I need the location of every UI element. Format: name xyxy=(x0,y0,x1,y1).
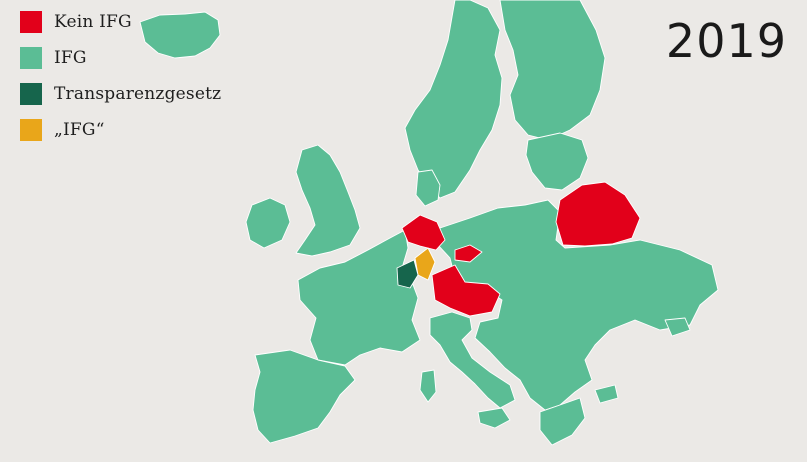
region-iberia xyxy=(252,349,356,444)
region-iceland xyxy=(139,11,221,59)
region-crimea xyxy=(664,317,691,337)
legend-label-kein-ifg: Kein IFG xyxy=(54,12,132,32)
legend-item-transparenzgesetz: Transparenzgesetz xyxy=(20,82,221,106)
region-belarus xyxy=(555,181,641,247)
region-bayern-oesterreich xyxy=(431,264,501,317)
region-scandinavia xyxy=(404,0,503,199)
legend-item-kein-ifg: Kein IFG xyxy=(20,10,221,34)
region-baltics xyxy=(525,132,589,191)
region-sicily xyxy=(477,407,511,429)
region-great-britain xyxy=(295,144,361,257)
region-rheinland-pfalz xyxy=(396,259,419,289)
region-finland-russia-north xyxy=(499,0,606,141)
region-central-eastern-europe xyxy=(437,199,719,411)
region-niedersachsen xyxy=(401,214,446,251)
legend-item-ifg-quoted: „IFG“ xyxy=(20,118,221,142)
region-france-benelux xyxy=(297,229,421,366)
legend: Kein IFG IFG Transparenzgesetz „IFG“ xyxy=(20,10,221,154)
region-denmark xyxy=(415,169,441,207)
region-turkey-thrace xyxy=(594,384,619,404)
region-greece xyxy=(539,397,586,446)
region-sachsen xyxy=(454,244,483,263)
legend-label-ifg: IFG xyxy=(54,48,87,68)
legend-swatch-ifg-quoted xyxy=(20,119,42,141)
region-sardinia xyxy=(419,369,437,403)
legend-swatch-ifg xyxy=(20,47,42,69)
region-italy xyxy=(429,311,516,409)
legend-item-ifg: IFG xyxy=(20,46,221,70)
year-label: 2019 xyxy=(665,14,787,68)
legend-label-ifg-quoted: „IFG“ xyxy=(54,120,105,140)
region-ireland xyxy=(245,197,291,249)
legend-swatch-kein-ifg xyxy=(20,11,42,33)
legend-swatch-transparenzgesetz xyxy=(20,83,42,105)
legend-label-transparenzgesetz: Transparenzgesetz xyxy=(54,84,222,104)
